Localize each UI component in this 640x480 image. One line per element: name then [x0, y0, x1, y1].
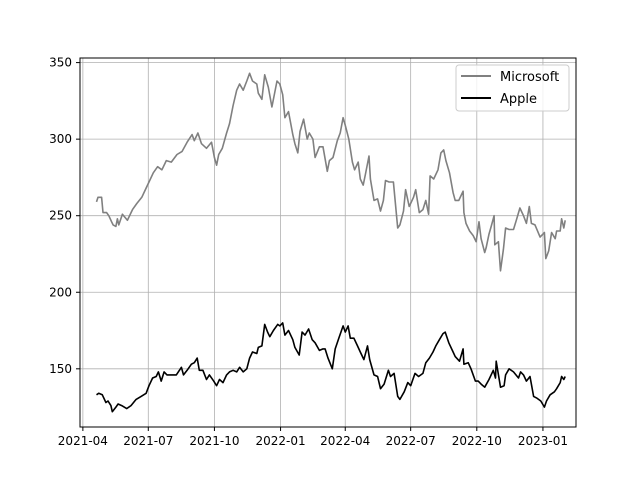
legend: Microsoft Apple — [455, 64, 570, 112]
series-line-apple — [96, 322, 566, 413]
series-line-microsoft — [95, 72, 566, 272]
x-tick-label: 2022-07 — [386, 434, 436, 448]
x-tick-label: 2022-01 — [255, 434, 305, 448]
y-tick-label: 300 — [49, 132, 72, 146]
plot-area-frame — [79, 57, 577, 428]
x-tick-label: 2021-04 — [58, 434, 108, 448]
legend-label-microsoft: Microsoft — [500, 70, 559, 85]
x-tick-label: 2022-04 — [320, 434, 370, 448]
y-tick-label: 250 — [49, 209, 72, 223]
x-tick-label: 2023-01 — [518, 434, 568, 448]
y-tick-label: 350 — [49, 56, 72, 70]
legend-label-apple: Apple — [500, 92, 537, 107]
x-tick-label: 2021-07 — [123, 434, 173, 448]
y-tick-label: 200 — [49, 285, 72, 299]
x-tick-label: 2022-10 — [452, 434, 502, 448]
series-lines — [95, 72, 566, 413]
x-tick-label: 2021-10 — [189, 434, 239, 448]
y-tick-label: 150 — [49, 362, 72, 376]
axis-ticks: 2021-04 2021-07 2021-10 2022-01 2022-04 2022-… — [49, 56, 568, 448]
